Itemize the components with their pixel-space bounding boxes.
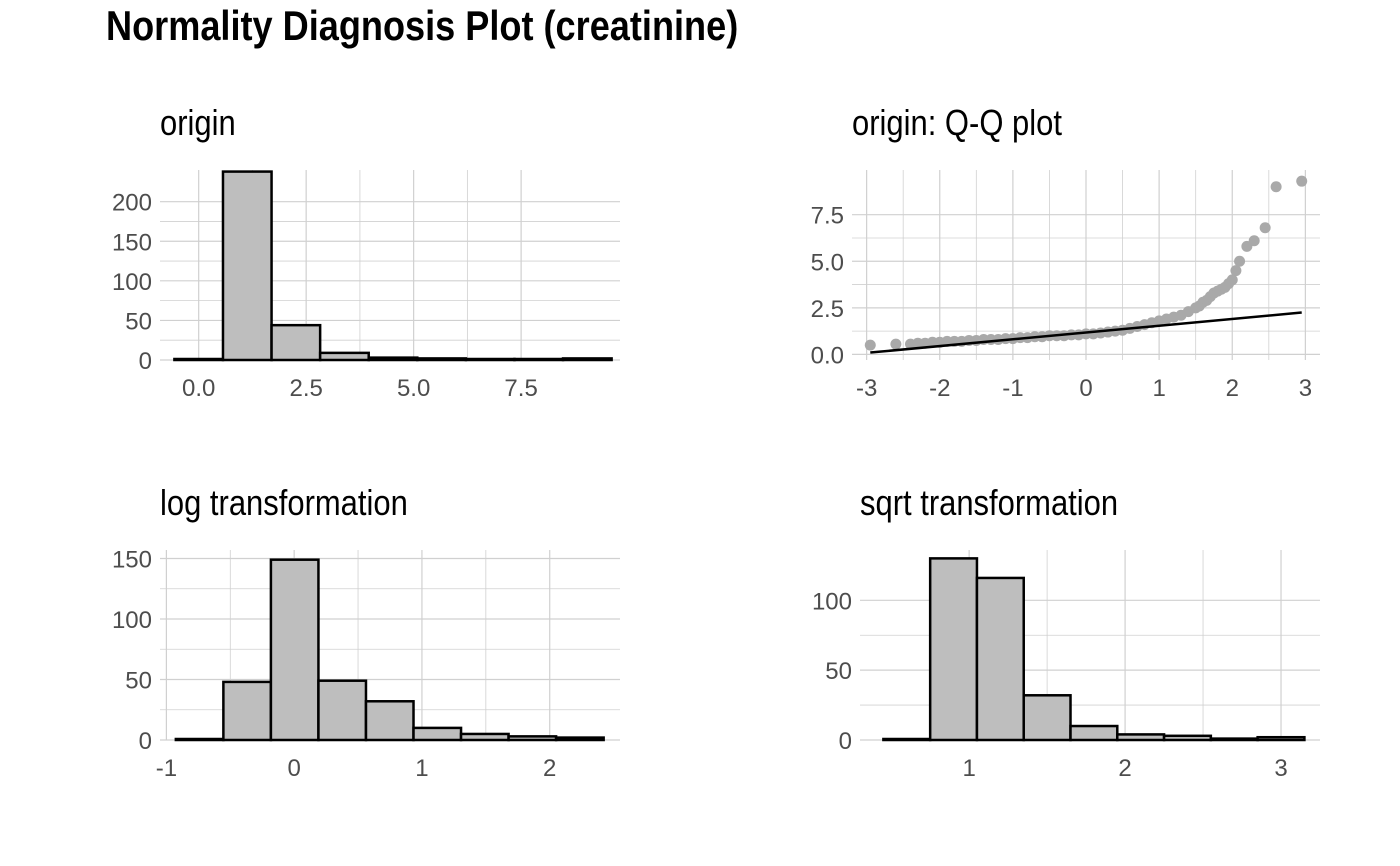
log-histogram-bar [317, 679, 368, 742]
log-x-tick-label: 1 [415, 755, 428, 782]
qq-x-tick-label: -1 [1002, 375, 1023, 402]
origin-y-tick-label: 200 [112, 190, 152, 217]
log-x-tick-label: 0 [287, 755, 300, 782]
qq-y-tick-label: 0.0 [811, 342, 844, 369]
sqrt-y-tick-label: 50 [825, 658, 852, 685]
origin-y-tick-label: 50 [125, 308, 152, 335]
sqrt-histogram-bar [1069, 724, 1119, 742]
log-histogram-bar [174, 737, 225, 742]
qq-point [864, 339, 876, 351]
qq-point [1259, 222, 1271, 234]
origin-histogram-bar [318, 351, 370, 362]
origin-x-tick-label: 0.0 [182, 375, 215, 402]
sqrt-x-tick-label: 1 [962, 755, 975, 782]
origin-histogram-bar [221, 170, 273, 362]
qq-x-tick-label: 2 [1226, 375, 1239, 402]
qq-x-tick-label: -3 [856, 375, 877, 402]
sqrt-histogram-bar [1256, 735, 1306, 742]
sqrt-x-tick-label: 3 [1274, 755, 1287, 782]
panel-title-log-transformation: log transformation [160, 482, 408, 523]
qq-point [890, 338, 902, 350]
origin-y-tick-label: 100 [112, 269, 152, 296]
origin-histogram-bar [173, 357, 225, 362]
sqrt-y-tick-label: 100 [812, 588, 852, 615]
qq-point [1296, 175, 1308, 187]
origin-y-tick-label: 0 [139, 348, 152, 375]
chart-title: Normality Diagnosis Plot (creatinine) [106, 2, 739, 49]
sqrt-histogram-bar [1162, 734, 1213, 742]
origin-x-tick-label: 7.5 [504, 375, 537, 402]
log-y-tick-label: 50 [125, 667, 152, 694]
log-x-tick-label: -1 [156, 755, 177, 782]
qq-y-tick-label: 7.5 [811, 203, 844, 230]
sqrt-histogram-bar [882, 737, 932, 742]
qq-point [1248, 235, 1260, 247]
sqrt-x-tick-label: 2 [1118, 755, 1131, 782]
sqrt-histogram-bar [1209, 737, 1259, 742]
origin-histogram-bar [270, 323, 322, 362]
sqrt-y-tick-label: 0 [839, 728, 852, 755]
origin-histogram-bar [367, 356, 419, 362]
origin-histogram-bar [464, 357, 516, 362]
qq-point [1230, 265, 1242, 277]
sqrt-histogram-bar [928, 557, 979, 742]
sqrt-histogram-bar [1116, 733, 1166, 742]
log-y-tick-label: 150 [112, 546, 152, 573]
qq-y-tick-label: 2.5 [811, 296, 844, 323]
origin-x-tick-label: 2.5 [289, 375, 322, 402]
origin-histogram-bar [416, 357, 468, 362]
qq-reference-line [870, 311, 1302, 354]
log-x-tick-label: 2 [543, 755, 556, 782]
qq-x-tick-label: 0 [1079, 375, 1092, 402]
panel-title-sqrt-transformation: sqrt transformation [860, 482, 1119, 523]
qq-x-tick-label: 3 [1299, 375, 1312, 402]
log-histogram-bar [412, 726, 463, 742]
log-histogram-bar [222, 680, 273, 742]
origin-histogram-bar [513, 357, 565, 362]
qq-point [1270, 181, 1282, 193]
log-histogram-bar [269, 558, 320, 742]
qq-x-tick-label: -2 [929, 375, 950, 402]
origin-histogram-bar [561, 357, 613, 362]
origin-y-tick-label: 150 [112, 229, 152, 256]
panel-title-qq-plot: origin: Q-Q plot [852, 102, 1062, 143]
qq-point [1226, 274, 1238, 286]
log-histogram-bar [364, 700, 415, 742]
log-histogram-bar [554, 736, 605, 742]
sqrt-histogram-bar [1022, 694, 1072, 742]
log-y-tick-label: 100 [112, 607, 152, 634]
origin-x-tick-label: 5.0 [397, 375, 430, 402]
log-y-tick-label: 0 [139, 728, 152, 755]
log-histogram-bar [459, 732, 510, 742]
log-histogram-bar [507, 735, 558, 742]
qq-x-tick-label: 1 [1152, 375, 1165, 402]
qq-y-tick-label: 5.0 [811, 249, 844, 276]
sqrt-histogram-bar [975, 576, 1025, 742]
qq-point [1234, 255, 1246, 267]
panel-title-origin: origin [160, 102, 236, 143]
